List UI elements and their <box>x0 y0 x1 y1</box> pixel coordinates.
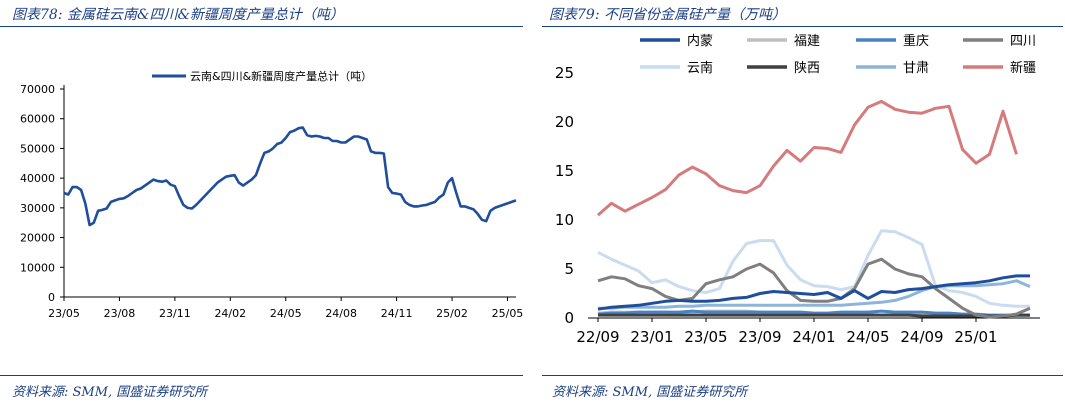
y-tick-label: 30000 <box>20 202 55 215</box>
left-source-divider <box>0 375 523 376</box>
series-line-5 <box>598 313 1030 318</box>
x-tick-label: 23/09 <box>738 328 781 346</box>
left-chart-source: 资料来源: SMM, 国盛证券研究所 <box>12 385 208 400</box>
series-line-2 <box>597 309 1030 317</box>
y-tick-label: 20000 <box>20 232 55 245</box>
series-line-total <box>63 126 517 227</box>
series-line-3 <box>597 257 1031 319</box>
left-line-chart: 0 10000 20000 30000 40000 50000 60000 70000 23/0… <box>20 69 524 320</box>
y-tick-label: 25 <box>555 64 574 82</box>
series-line-7 <box>597 99 1018 217</box>
x-tick-label: 23/08 <box>104 307 136 320</box>
legend-label: 陕西 <box>794 61 820 76</box>
series-line-0 <box>597 274 1030 311</box>
y-tick-label: 0 <box>564 309 574 327</box>
x-tick-label: 23/05 <box>684 328 727 346</box>
x-tick-label: 24/09 <box>900 328 943 346</box>
y-tick-label: 40000 <box>20 172 55 185</box>
y-tick-label: 5 <box>564 260 574 278</box>
series-line-4 <box>597 229 1030 308</box>
x-tick-label: 23/11 <box>159 307 191 320</box>
x-tick-label: 22/09 <box>576 328 619 346</box>
x-tick-label: 25/02 <box>436 307 468 320</box>
legend-label: 甘肃 <box>903 61 929 76</box>
right-chart-title: 图表79: 不同省份金属硅产量（万吨） <box>549 7 786 23</box>
x-tick-label: 23/01 <box>630 328 673 346</box>
legend-label: 云南&四川&新疆周度产量总计（吨） <box>190 69 372 83</box>
x-tick-label: 25/05 <box>492 307 524 320</box>
x-tick-label: 24/11 <box>381 307 413 320</box>
left-chart-title: 图表78: 金属硅云南&四川&新疆周度产量总计（吨） <box>12 7 344 23</box>
legend-label: 福建 <box>794 34 820 49</box>
y-tick-label: 10000 <box>20 261 55 274</box>
right-chart-source: 资料来源: SMM, 国盛证券研究所 <box>552 385 748 400</box>
x-tick-label: 24/08 <box>325 307 357 320</box>
y-tick-label: 15 <box>555 162 574 180</box>
right-source-divider <box>542 375 1063 376</box>
legend-label: 四川 <box>1010 34 1036 49</box>
right-title-divider <box>542 26 1063 27</box>
x-tick-label: 23/05 <box>48 307 80 320</box>
left-title-divider <box>0 26 523 27</box>
y-tick-label: 10 <box>555 211 574 229</box>
legend-label: 内蒙 <box>687 33 713 49</box>
y-tick-label: 70000 <box>20 83 55 96</box>
y-tick-label: 50000 <box>20 142 55 155</box>
x-tick-label: 24/05 <box>270 307 302 320</box>
y-tick-label: 20 <box>555 113 574 131</box>
y-tick-label: 60000 <box>20 113 55 126</box>
legend-label: 新疆 <box>1010 60 1036 76</box>
x-tick-label: 24/02 <box>214 307 246 320</box>
x-tick-label: 25/01 <box>954 328 997 346</box>
x-tick-label: 24/05 <box>846 328 889 346</box>
legend-label: 云南 <box>687 60 713 76</box>
x-tick-label: 24/01 <box>792 328 835 346</box>
right-line-chart: 0 5 10 15 20 25 22/09 23/01 23/05 23/09 24/01 24/05… <box>555 33 1040 346</box>
y-tick-label: 0 <box>48 291 55 304</box>
legend-label: 重庆 <box>903 33 929 49</box>
series-line-6 <box>598 279 1031 310</box>
